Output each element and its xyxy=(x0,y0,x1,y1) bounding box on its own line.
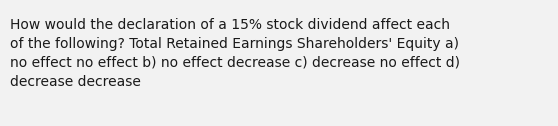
Text: of the following? Total Retained Earnings Shareholders' Equity a): of the following? Total Retained Earning… xyxy=(10,37,459,51)
Text: decrease decrease: decrease decrease xyxy=(10,75,141,89)
Text: How would the declaration of a 15% stock dividend affect each: How would the declaration of a 15% stock… xyxy=(10,18,450,32)
Text: no effect no effect b) no effect decrease c) decrease no effect d): no effect no effect b) no effect decreas… xyxy=(10,56,460,70)
